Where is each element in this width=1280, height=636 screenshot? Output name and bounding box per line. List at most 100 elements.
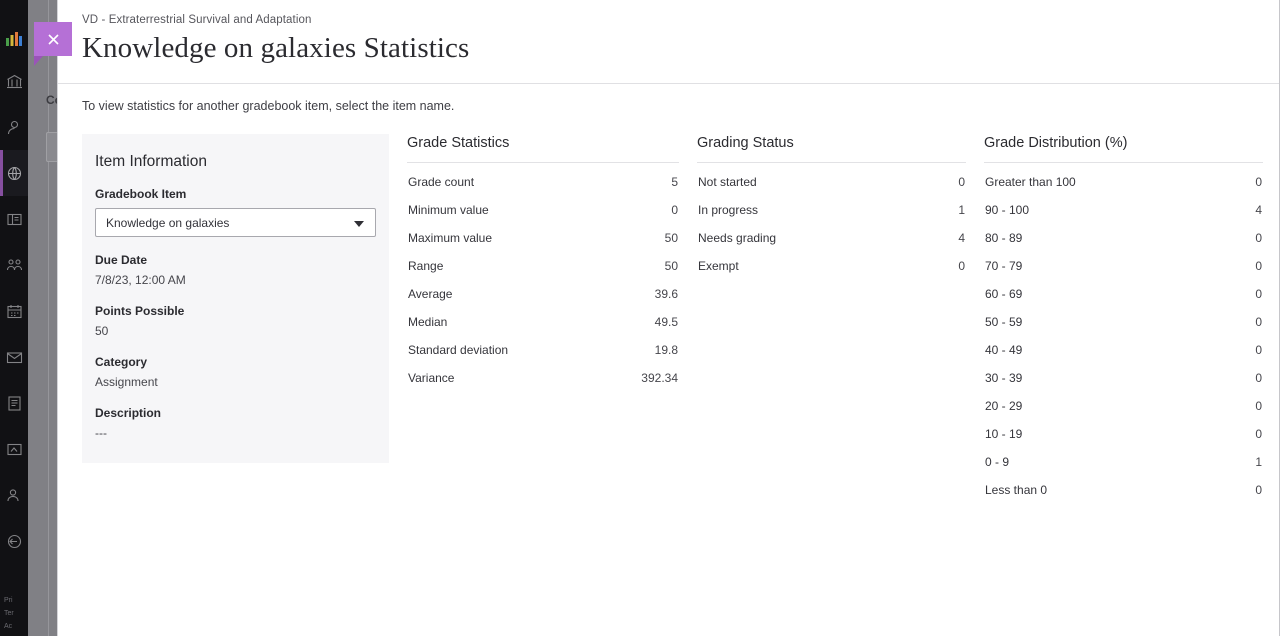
stat-row-label: Needs grading <box>698 231 777 245</box>
grade-statistics-rows: Grade count 5 Minimum value 0 Maximum value 5… <box>407 168 679 392</box>
divider <box>407 162 679 163</box>
divider <box>984 162 1263 163</box>
stat-row-value: 0 <box>1255 259 1262 273</box>
stat-row-value: 1 <box>958 203 965 217</box>
stat-row-label: Average <box>408 287 453 301</box>
stat-row: Greater than 100 0 <box>984 168 1263 196</box>
stat-row-label: Exempt <box>698 259 739 273</box>
stat-row-value: 4 <box>958 231 965 245</box>
stat-row: Needs grading 4 <box>697 224 966 252</box>
breadcrumb: VD - Extraterrestrial Survival and Adapt… <box>82 14 312 26</box>
close-tag-tail <box>34 56 43 66</box>
description-label: Description <box>95 406 162 420</box>
overflow-menu-icon[interactable] <box>46 132 57 162</box>
stat-row-label: 0 - 9 <box>985 455 1010 469</box>
messages-icon[interactable] <box>0 334 28 380</box>
stat-row-label: 70 - 79 <box>985 259 1023 273</box>
stat-row: Standard deviation 19.8 <box>407 336 679 364</box>
stat-row: 50 - 59 0 <box>984 308 1263 336</box>
stat-row-label: Minimum value <box>408 203 489 217</box>
stat-row: In progress 1 <box>697 196 966 224</box>
groups-icon[interactable] <box>0 242 28 288</box>
stat-row-label: 80 - 89 <box>985 231 1023 245</box>
points-possible-label: Points Possible <box>95 304 185 318</box>
profile-icon[interactable] <box>0 104 28 150</box>
stat-row-value: 0 <box>1255 371 1262 385</box>
courses-icon[interactable] <box>0 196 28 242</box>
category-field: Category Assignment <box>95 354 376 390</box>
content-columns: Item Information Gradebook Item Knowledg… <box>58 115 1279 504</box>
institution-logo-icon[interactable] <box>0 18 28 58</box>
terms-link[interactable]: Ter <box>4 610 14 617</box>
stat-row: 80 - 89 0 <box>984 224 1263 252</box>
gradebook-item-select[interactable]: Knowledge on galaxies <box>95 208 376 237</box>
stat-row-value: 0 <box>958 175 965 189</box>
support-icon[interactable] <box>0 472 28 518</box>
dim-edge <box>48 0 49 636</box>
stat-row: Grade count 5 <box>407 168 679 196</box>
gradebook-item-label: Gradebook Item <box>95 187 187 201</box>
points-possible-field: Points Possible 50 <box>95 303 376 339</box>
stat-row-label: 90 - 100 <box>985 203 1030 217</box>
category-label: Category <box>95 355 148 369</box>
stat-row: 0 - 9 1 <box>984 448 1263 476</box>
page-dim-overlay[interactable]: Co <box>28 0 57 636</box>
stat-row-value: 0 <box>1255 427 1262 441</box>
stat-row: Variance 392.34 <box>407 364 679 392</box>
grading-status-column: Grading Status Not started 0 In progress 1 N… <box>679 134 966 280</box>
stat-row: Maximum value 50 <box>407 224 679 252</box>
due-date-value: 7/8/23, 12:00 AM <box>95 273 186 287</box>
stat-row: 30 - 39 0 <box>984 364 1263 392</box>
stat-row-value: 0 <box>1255 483 1262 497</box>
due-date-field: Due Date 7/8/23, 12:00 AM <box>95 252 376 288</box>
close-button[interactable] <box>34 22 72 66</box>
stat-row-label: 20 - 29 <box>985 399 1023 413</box>
stat-row: 20 - 29 0 <box>984 392 1263 420</box>
signout-icon[interactable] <box>0 518 28 564</box>
stat-row: Minimum value 0 <box>407 196 679 224</box>
stat-row-label: 50 - 59 <box>985 315 1023 329</box>
stat-row-label: 10 - 19 <box>985 427 1023 441</box>
grade-distribution-heading: Grade Distribution (%) <box>984 135 1128 151</box>
tools-icon[interactable] <box>0 426 28 472</box>
stat-row-label: Median <box>408 315 448 329</box>
stat-row-label: Variance <box>408 371 455 385</box>
institution-icon[interactable] <box>0 58 28 104</box>
points-possible-value: 50 <box>95 324 109 338</box>
item-information-card: Item Information Gradebook Item Knowledg… <box>82 134 389 463</box>
close-icon <box>34 22 72 56</box>
globe-icon[interactable] <box>0 150 28 196</box>
stat-row-value: 0 <box>1255 315 1262 329</box>
stat-row-value: 0 <box>671 203 678 217</box>
grade-statistics-heading: Grade Statistics <box>407 135 510 151</box>
privacy-link[interactable]: Pri <box>4 597 13 604</box>
stat-row-label: 40 - 49 <box>985 343 1023 357</box>
grading-status-rows: Not started 0 In progress 1 Needs grading 4 Ex… <box>697 168 966 280</box>
stat-row-value: 1 <box>1255 455 1262 469</box>
gradebook-item-field: Gradebook Item Knowledge on galaxies <box>95 186 376 237</box>
stat-row-value: 0 <box>1255 399 1262 413</box>
stat-row-label: Greater than 100 <box>985 175 1076 189</box>
stat-row-label: Range <box>408 259 444 273</box>
stat-row-value: 39.6 <box>654 287 678 301</box>
stat-row-value: 4 <box>1255 203 1262 217</box>
grading-status-heading: Grading Status <box>697 135 794 151</box>
panel-header: VD - Extraterrestrial Survival and Adapt… <box>58 0 1279 84</box>
stat-row: Average 39.6 <box>407 280 679 308</box>
stat-row-label: Maximum value <box>408 231 493 245</box>
chevron-down-icon <box>354 220 364 227</box>
stat-row-value: 0 <box>1255 287 1262 301</box>
calendar-icon[interactable] <box>0 288 28 334</box>
accessibility-link[interactable]: Ac <box>4 623 13 630</box>
stat-row: 40 - 49 0 <box>984 336 1263 364</box>
stat-row-value: 50 <box>664 231 678 245</box>
app-rail: Pri Ter Ac <box>0 0 28 636</box>
stat-row-value: 19.8 <box>654 343 678 357</box>
grade-distribution-rows: Greater than 100 0 90 - 100 4 80 - 89 0 70 - 7… <box>984 168 1263 504</box>
divider <box>697 162 966 163</box>
stat-row-label: Standard deviation <box>408 343 509 357</box>
grades-icon[interactable] <box>0 380 28 426</box>
page-title: Knowledge on galaxies Statistics <box>82 32 470 64</box>
stat-row: Less than 0 0 <box>984 476 1263 504</box>
